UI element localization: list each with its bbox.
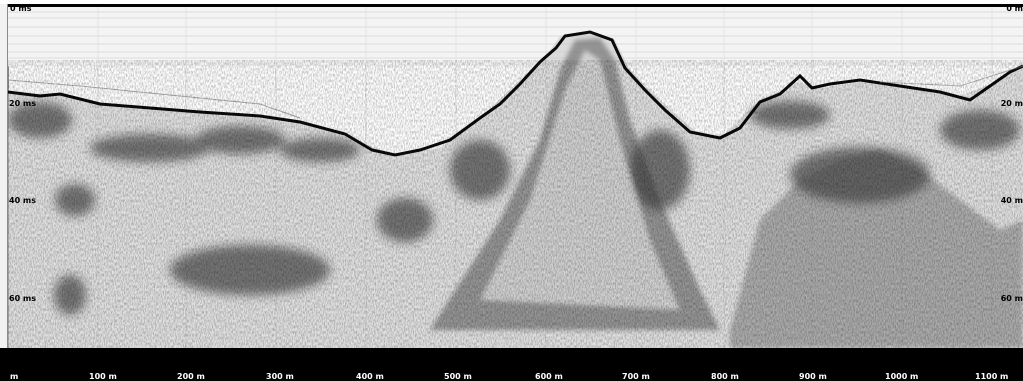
distance-label-700: 700 m (622, 372, 650, 381)
time-label-40: 40 ms (9, 196, 37, 205)
distance-label-300: 300 m (266, 372, 294, 381)
top-bar (8, 4, 1023, 7)
distance-label-600: 600 m (535, 372, 563, 381)
distance-label-500: 500 m (444, 372, 472, 381)
distance-label-1100: 1100 m (975, 372, 1009, 381)
distance-label-900: 900 m (799, 372, 827, 381)
distance-label-800: 800 m (711, 372, 739, 381)
left-border (0, 4, 8, 349)
right-label-0: 0 m (1006, 4, 1023, 13)
time-label-20: 20 ms (9, 99, 37, 108)
distance-label-200: 200 m (177, 372, 205, 381)
time-label-60: 60 ms (9, 294, 37, 303)
distance-label-100: 100 m (89, 372, 117, 381)
distance-label-1000: 1000 m (885, 372, 919, 381)
time-label-0: 0 ms (10, 4, 32, 13)
right-label-20: 20 m (1000, 99, 1023, 108)
distance-label-400: 400 m (356, 372, 384, 381)
right-label-60: 60 m (1000, 294, 1023, 303)
distance-axis-bar (0, 348, 1023, 381)
right-label-40: 40 m (1000, 196, 1023, 205)
distance-label-0: m (10, 372, 19, 381)
